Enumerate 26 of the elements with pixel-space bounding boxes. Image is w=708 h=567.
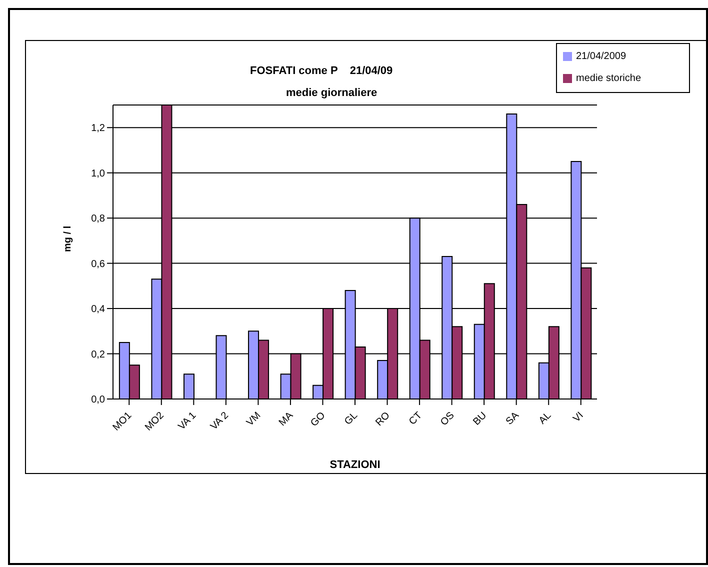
x-tick-label: VA 2 xyxy=(208,410,232,432)
x-tick-label: SA xyxy=(504,410,522,428)
x-tick-label: BU xyxy=(471,410,490,428)
x-tick-label: CT xyxy=(407,410,424,428)
x-tick-label: GO xyxy=(308,410,328,429)
x-tick-label: OS xyxy=(438,410,457,428)
y-tick-label: 0,6 xyxy=(91,258,106,270)
y-tick-label: 1,0 xyxy=(91,168,106,180)
y-tick-label: 0,0 xyxy=(91,394,106,406)
y-tick-label: 0,4 xyxy=(91,304,106,316)
x-tick-label: VM xyxy=(244,410,264,429)
y-tick-label: 0,8 xyxy=(91,214,106,225)
chart-title: FOSFATI come P 21/04/09 xyxy=(250,65,393,77)
x-tick-label: RO xyxy=(374,410,392,429)
legend-label: 21/04/2009 xyxy=(576,51,626,62)
x-axis-title: STAZIONI xyxy=(330,459,380,471)
y-axis-title: mg / l xyxy=(62,226,74,252)
y-tick-label: 0,2 xyxy=(91,349,106,360)
x-tick-label: VI xyxy=(571,410,586,425)
x-tick-label: AL xyxy=(537,410,554,427)
chart-subtitle: medie giornaliere xyxy=(286,87,378,99)
legend-label: medie storiche xyxy=(576,73,642,84)
x-tick-label: GL xyxy=(342,410,360,428)
y-tick-label: 1,2 xyxy=(91,123,106,134)
x-tick-label: VA 1 xyxy=(176,410,199,432)
x-tick-label: MA xyxy=(277,410,296,429)
